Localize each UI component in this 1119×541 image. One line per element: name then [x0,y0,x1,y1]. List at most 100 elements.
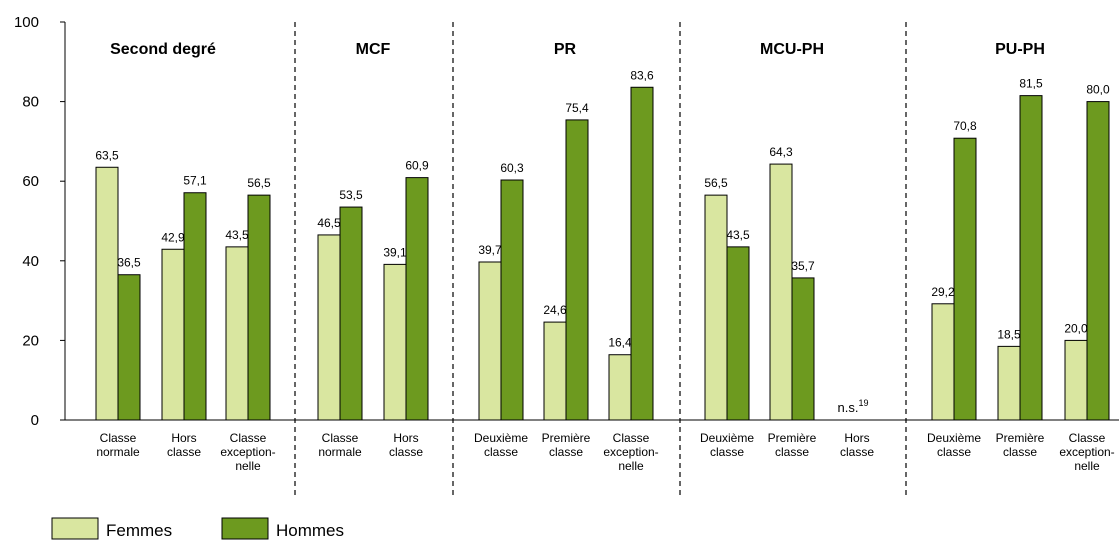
bar-hommes [565,119,589,421]
category-label-line: classe [389,445,423,459]
category-label: Hors classe [167,431,201,459]
value-label: 53,5 [339,188,363,202]
value-label: 81,5 [1019,77,1043,91]
category-label-line: classe [775,445,809,459]
legend-label-femmes: Femmes [106,521,172,540]
bar-femmes [383,263,407,421]
category-label: Classe normale [96,431,140,459]
legend-label-hommes: Hommes [276,521,344,540]
category-label-line: Première [996,431,1045,445]
group-title: MCU-PH [760,41,824,58]
category-label: Première classe [996,431,1045,459]
group-title: PU-PH [995,41,1045,58]
value-label: 39,1 [383,245,407,259]
bar-femmes [608,354,632,421]
ns-note: n.s.19 [838,398,869,415]
category-label-line: Classe [230,431,267,445]
value-label: 35,7 [791,259,815,273]
value-label: 20,0 [1064,321,1088,335]
value-label: 56,5 [247,176,271,190]
bar-hommes [1086,101,1110,421]
y-tick-label: 40 [22,253,39,270]
value-label: 29,2 [931,285,955,299]
bar-femmes [317,234,341,421]
legend-swatch-hommes [221,517,269,540]
value-label: 42,9 [161,230,185,244]
bar-femmes [543,321,567,421]
category-label: Deuxième classe [700,431,754,459]
value-label: 56,5 [704,176,728,190]
value-labels: 63,5 36,5 42,9 57,1 43,5 56,5 46,5 53,5 39,1 60,9… [95,68,1110,415]
value-label: 43,5 [726,228,750,242]
category-label-line: nelle [1074,459,1100,473]
y-tick-label: 100 [14,14,39,31]
ns-note-superscript: 19 [858,398,868,408]
bar-femmes [95,166,119,421]
legend: Femmes Hommes [51,517,344,540]
value-label: 43,5 [225,228,249,242]
category-label: Première classe [542,431,591,459]
category-label-line: nelle [235,459,261,473]
group-title: PR [554,41,577,58]
category-label-line: Deuxième [700,431,754,445]
value-label: 83,6 [630,68,654,82]
category-label: Classe normale [318,431,362,459]
bar-femmes [704,194,728,421]
category-label: Deuxième classe [474,431,528,459]
bar-hommes [405,177,429,421]
category-label-line: Hors [393,431,418,445]
bar-femmes [1064,339,1088,421]
bar-femmes [161,248,185,421]
category-label: Hors classe [389,431,423,459]
category-label-line: classe [937,445,971,459]
category-label-line: exception- [603,445,658,459]
bar-hommes [247,194,271,421]
category-label: Classe exception-nelle [1059,431,1114,473]
y-tick-label: 20 [22,332,39,349]
bar-hommes [630,86,654,421]
group-title: Second degré [110,41,216,58]
value-label: 24,6 [543,303,567,317]
value-label: 60,3 [500,161,524,175]
category-label-line: classe [1003,445,1037,459]
category-label-line: Classe [322,431,359,445]
bar-hommes [1019,95,1043,421]
bars [95,86,1110,421]
bar-hommes [117,274,141,421]
value-label: 18,5 [997,327,1021,341]
bar-hommes [500,179,524,421]
bar-femmes [478,261,502,421]
value-label: 70,8 [953,119,977,133]
bar-hommes [791,277,815,421]
y-tick-label: 60 [22,173,39,190]
category-label: Première classe [768,431,817,459]
legend-swatch-femmes [51,517,99,540]
category-label-line: normale [318,445,362,459]
category-label-line: exception- [220,445,275,459]
category-label-line: nelle [618,459,644,473]
category-label-line: normale [96,445,140,459]
bar-hommes [953,137,977,421]
group-titles: Second degré MCF PR MCU-PH PU-PH [110,41,1045,58]
category-label-line: classe [840,445,874,459]
bar-hommes [183,192,207,421]
category-label-line: exception- [1059,445,1114,459]
bar-femmes [997,345,1021,421]
category-label: Hors classe [840,431,874,459]
group-title: MCF [356,41,391,58]
bar-hommes [726,246,750,421]
bar-hommes [339,206,363,421]
value-label: 60,9 [405,159,429,173]
category-label-line: classe [484,445,518,459]
value-label: 64,3 [769,145,793,159]
bar-femmes [225,246,249,421]
category-label-line: Deuxième [927,431,981,445]
category-label-line: Classe [1069,431,1106,445]
bar-femmes [769,163,793,421]
value-label: 63,5 [95,148,119,162]
category-label: Deuxième classe [927,431,981,459]
y-tick-label: 0 [31,412,39,429]
value-label: 16,4 [608,336,632,350]
